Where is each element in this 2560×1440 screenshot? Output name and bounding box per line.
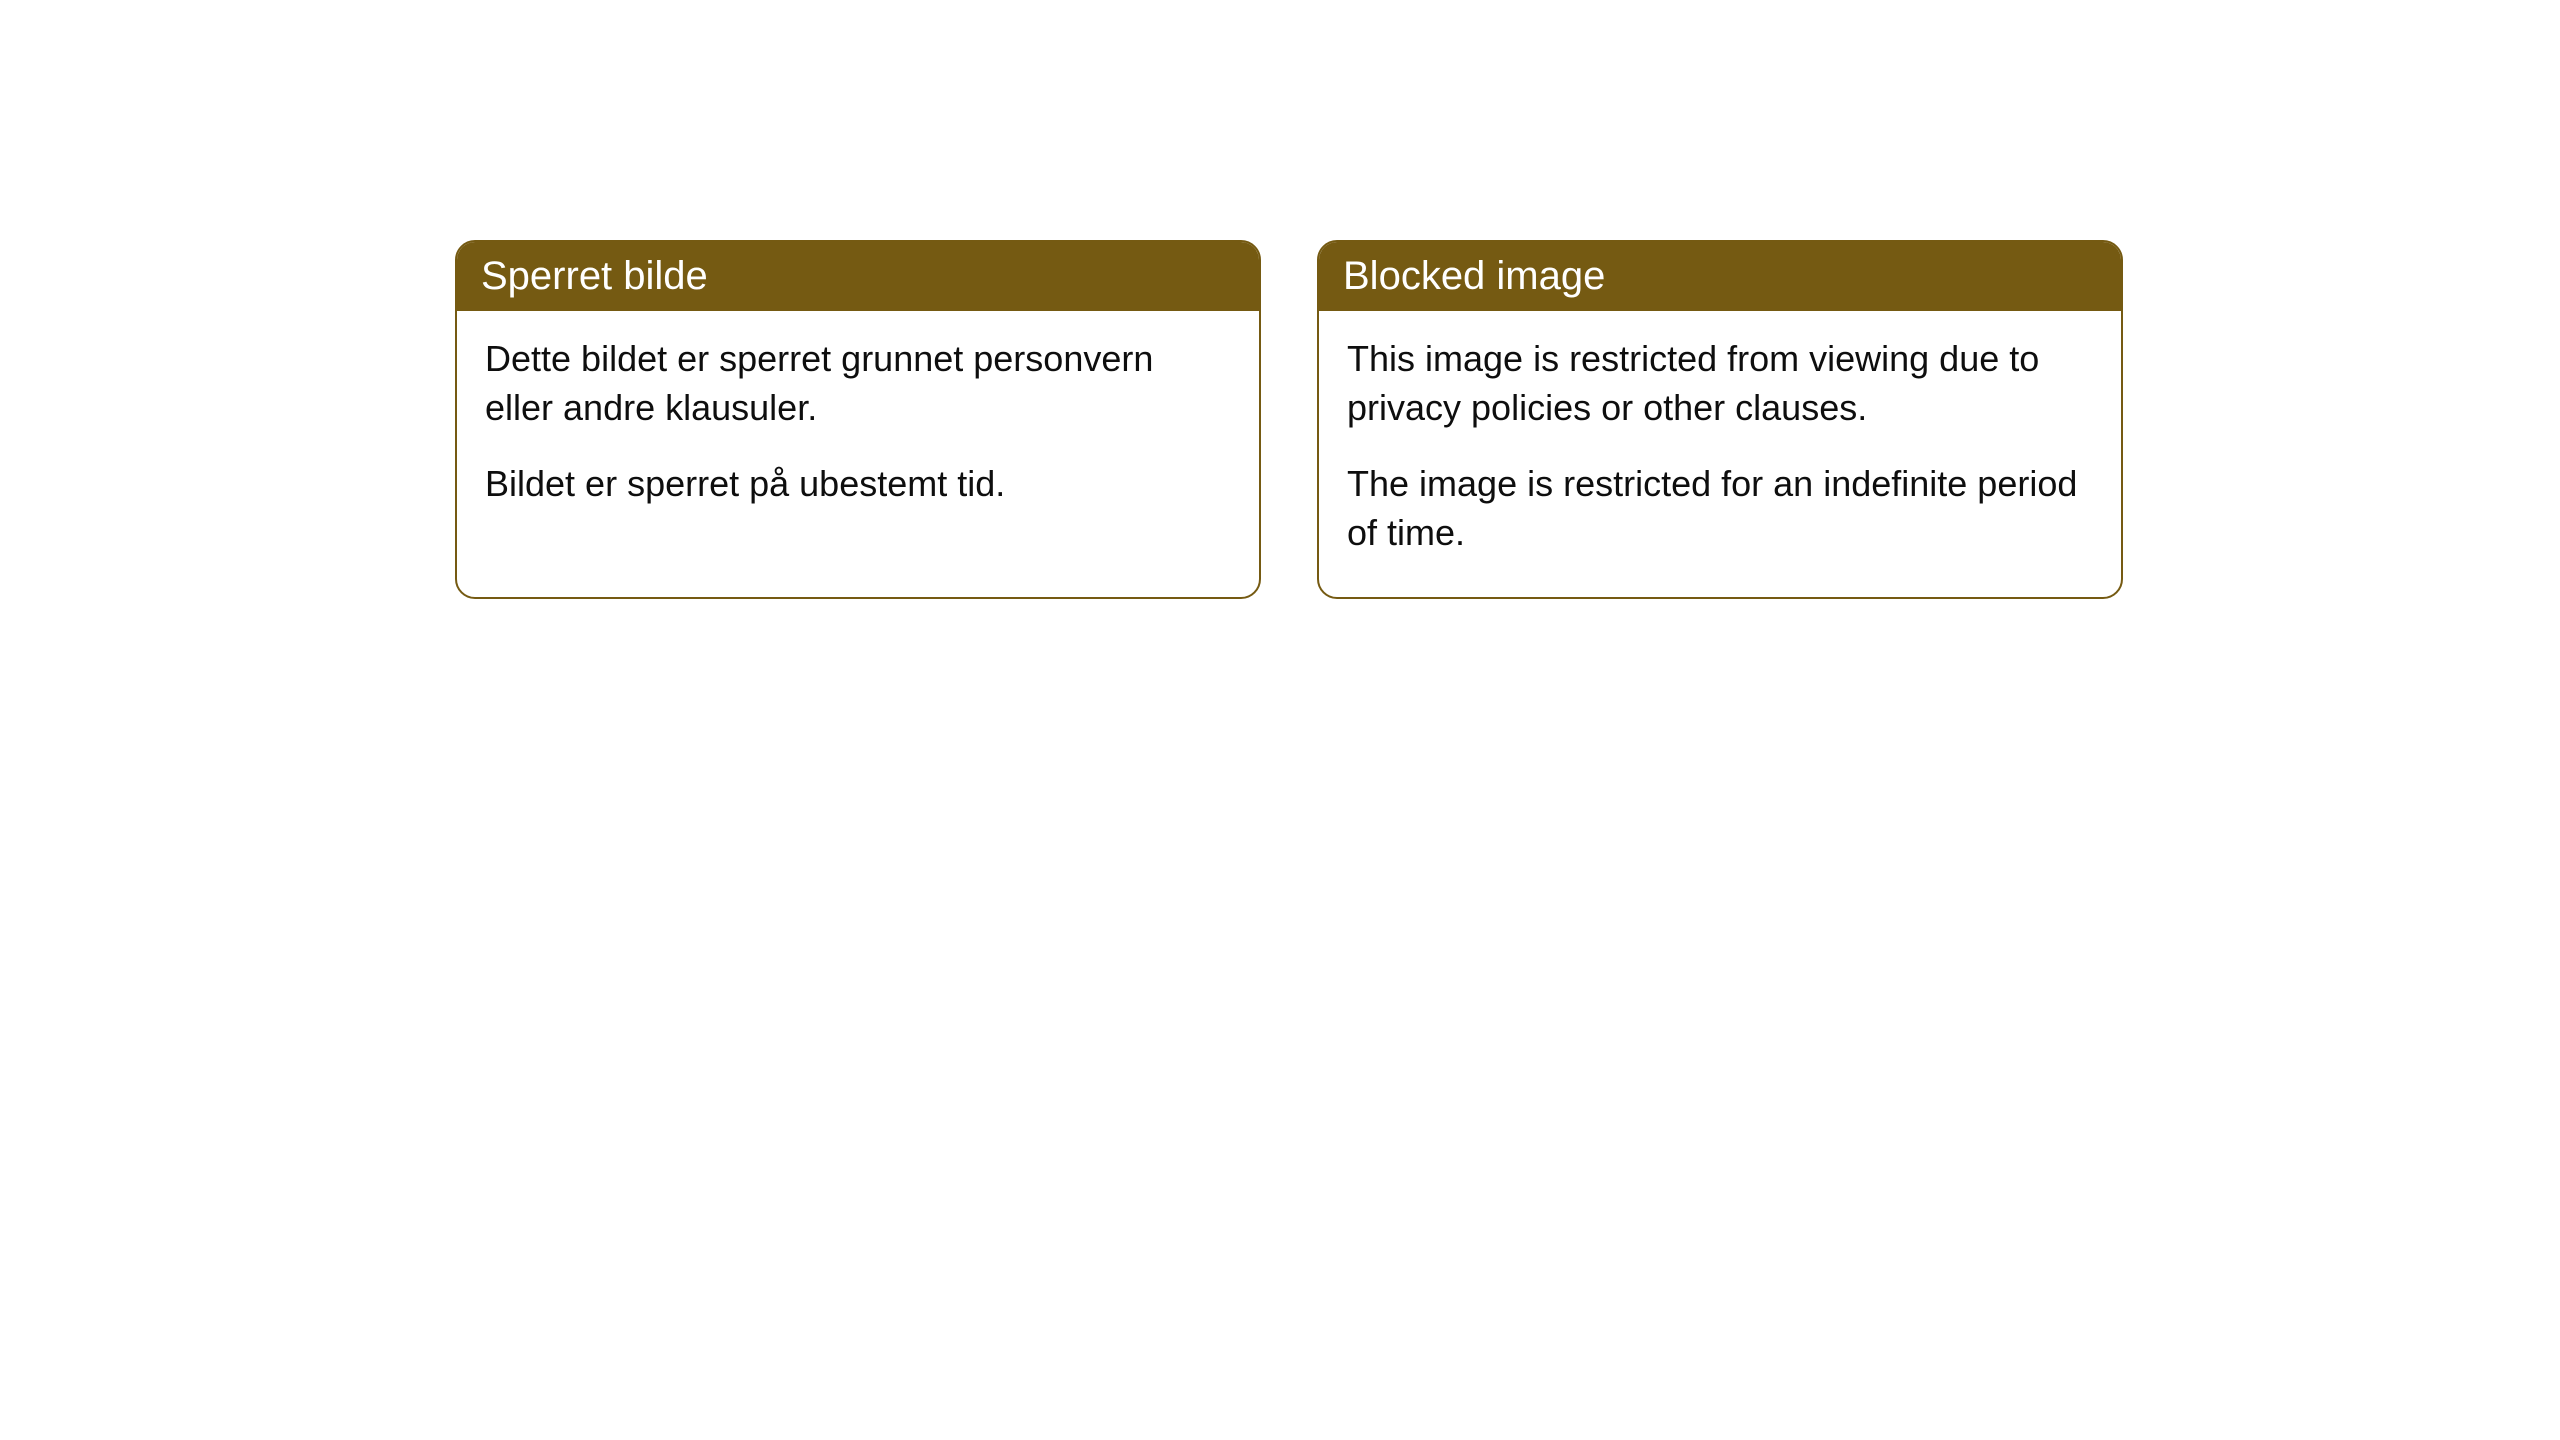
card-paragraph2-english: The image is restricted for an indefinit… [1347,460,2093,557]
card-body-norwegian: Dette bildet er sperret grunnet personve… [457,311,1259,549]
card-title-norwegian: Sperret bilde [481,254,708,298]
card-paragraph2-norwegian: Bildet er sperret på ubestemt tid. [485,460,1231,509]
card-title-english: Blocked image [1343,254,1605,298]
notice-container: Sperret bilde Dette bildet er sperret gr… [0,0,2560,599]
blocked-image-card-english: Blocked image This image is restricted f… [1317,240,2123,599]
card-body-english: This image is restricted from viewing du… [1319,311,2121,597]
card-paragraph1-norwegian: Dette bildet er sperret grunnet personve… [485,335,1231,432]
card-paragraph1-english: This image is restricted from viewing du… [1347,335,2093,432]
blocked-image-card-norwegian: Sperret bilde Dette bildet er sperret gr… [455,240,1261,599]
card-header-english: Blocked image [1319,242,2121,311]
card-header-norwegian: Sperret bilde [457,242,1259,311]
